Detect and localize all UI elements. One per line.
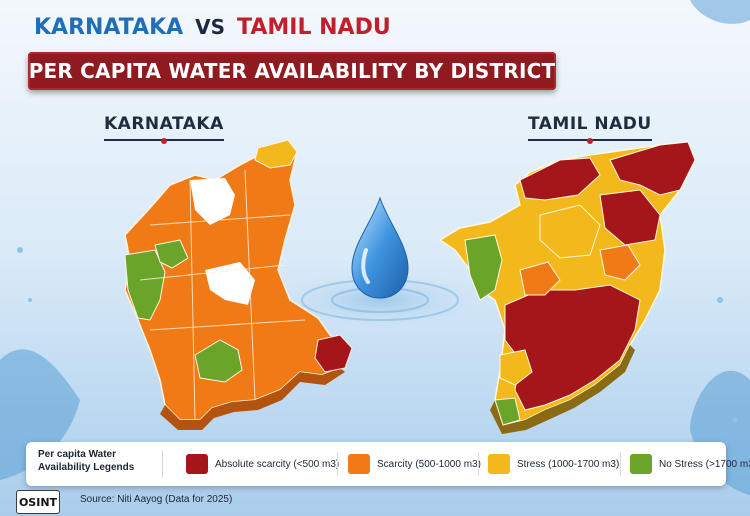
water-drop-icon: [351, 196, 409, 299]
headline: KARNATAKA VS TAMIL NADU: [34, 10, 391, 44]
legend-separator: [620, 452, 621, 476]
legend-separator: [478, 452, 479, 476]
label-dot: [586, 138, 593, 144]
legend-item-no-stress: No Stress (>1700 m3): [630, 454, 750, 474]
logo-text: OSINT: [18, 495, 58, 509]
tamil-nadu-map-label: TAMIL NADU: [528, 114, 652, 144]
legend-separator: [337, 452, 338, 476]
swatch-absolute-scarcity: [186, 454, 208, 474]
osint-logo: OSINT: [16, 490, 60, 514]
legend-label-absolute-scarcity: Absolute scarcity (<500 m3): [215, 458, 340, 470]
swatch-scarcity: [348, 454, 370, 474]
karnataka-label-text: KARNATAKA: [104, 114, 224, 134]
legend-label-scarcity: Scarcity (500-1000 m3): [377, 458, 481, 470]
legend-item-scarcity: Scarcity (500-1000 m3): [348, 454, 481, 474]
legend-title: Per capita Water Availability Legends: [38, 449, 135, 473]
legend-label-no-stress: No Stress (>1700 m3): [659, 458, 750, 470]
left-state-title: KARNATAKA: [34, 14, 184, 40]
right-state-title: TAMIL NADU: [237, 14, 391, 40]
banner-title: PER CAPITA WATER AVAILABILITY BY DISTRIC…: [28, 59, 556, 83]
legend-panel: Per capita Water Availability Legends Ab…: [26, 442, 750, 486]
title-banner: PER CAPITA WATER AVAILABILITY BY DISTRIC…: [28, 52, 556, 90]
legend-label-stress: Stress (1000-1700 m3): [517, 458, 620, 470]
swatch-no-stress: [630, 454, 652, 474]
legend-item-absolute-scarcity: Absolute scarcity (<500 m3): [186, 454, 339, 474]
label-dot: [160, 138, 167, 144]
tamil-nadu-map: [438, 141, 696, 434]
legend-item-stress: Stress (1000-1700 m3): [488, 454, 619, 474]
swatch-stress: [488, 454, 510, 474]
legend-divider: [162, 450, 163, 478]
source-note: Source: Niti Aayog (Data for 2025): [80, 494, 233, 505]
tamil-nadu-label-text: TAMIL NADU: [528, 114, 652, 134]
versus-label: VS: [195, 15, 226, 39]
karnataka-map-label: KARNATAKA: [104, 114, 224, 144]
karnataka-map: [124, 139, 353, 430]
